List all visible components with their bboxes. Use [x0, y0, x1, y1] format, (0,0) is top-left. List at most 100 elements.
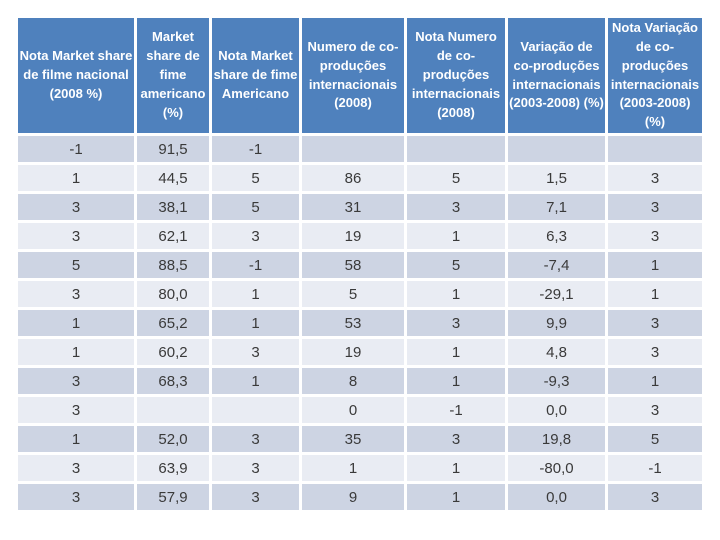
cell-r6-c6: -29,1 — [508, 281, 605, 308]
cell-r2-c2: 44,5 — [137, 165, 209, 192]
cell-r3-c1: 3 — [18, 194, 134, 221]
cell-r6-c5: 1 — [407, 281, 505, 308]
cell-r11-c2: 52,0 — [137, 426, 209, 453]
cell-r12-c1: 3 — [18, 455, 134, 482]
cell-r10-c1: 3 — [18, 397, 134, 424]
cell-r5-c2: 88,5 — [137, 252, 209, 279]
cell-r12-c5: 1 — [407, 455, 505, 482]
cell-r10-c4: 0 — [302, 397, 404, 424]
cell-r1-c2: 91,5 — [137, 136, 209, 163]
cell-r8-c2: 60,2 — [137, 339, 209, 366]
cell-r11-c3: 3 — [212, 426, 299, 453]
cell-r1-c7 — [608, 136, 702, 163]
cell-r4-c5: 1 — [407, 223, 505, 250]
table-row: 1 65,2 1 53 3 9,9 3 — [18, 310, 702, 337]
table-row: 5 88,5 -1 58 5 -7,4 1 — [18, 252, 702, 279]
table-header-row: Nota Market share de filme nacional (200… — [18, 18, 702, 134]
cell-r13-c5: 1 — [407, 484, 505, 511]
cell-r6-c1: 3 — [18, 281, 134, 308]
cell-r3-c3: 5 — [212, 194, 299, 221]
cell-r11-c4: 35 — [302, 426, 404, 453]
cell-r13-c4: 9 — [302, 484, 404, 511]
cell-r8-c7: 3 — [608, 339, 702, 366]
cell-r9-c1: 3 — [18, 368, 134, 395]
cell-r9-c4: 8 — [302, 368, 404, 395]
co-productions-table: Nota Market share de filme nacional (200… — [15, 15, 705, 513]
cell-r4-c2: 62,1 — [137, 223, 209, 250]
cell-r4-c1: 3 — [18, 223, 134, 250]
cell-r3-c5: 3 — [407, 194, 505, 221]
cell-r10-c7: 3 — [608, 397, 702, 424]
cell-r2-c6: 1,5 — [508, 165, 605, 192]
cell-r1-c4 — [302, 136, 404, 163]
column-header-5: Nota Numero de co-produções internaciona… — [407, 18, 505, 134]
table-row: 1 52,0 3 35 3 19,8 5 — [18, 426, 702, 453]
cell-r9-c2: 68,3 — [137, 368, 209, 395]
cell-r7-c7: 3 — [608, 310, 702, 337]
cell-r6-c7: 1 — [608, 281, 702, 308]
column-header-6: Variação de co-produções internacionais … — [508, 18, 605, 134]
cell-r10-c3 — [212, 397, 299, 424]
cell-r3-c2: 38,1 — [137, 194, 209, 221]
cell-r12-c7: -1 — [608, 455, 702, 482]
table-row: 3 38,1 5 31 3 7,1 3 — [18, 194, 702, 221]
cell-r8-c3: 3 — [212, 339, 299, 366]
cell-r4-c3: 3 — [212, 223, 299, 250]
cell-r9-c3: 1 — [212, 368, 299, 395]
table-row: 3 62,1 3 19 1 6,3 3 — [18, 223, 702, 250]
cell-r1-c3: -1 — [212, 136, 299, 163]
cell-r9-c6: -9,3 — [508, 368, 605, 395]
cell-r2-c4: 86 — [302, 165, 404, 192]
cell-r4-c7: 3 — [608, 223, 702, 250]
table-row: 3 80,0 1 5 1 -29,1 1 — [18, 281, 702, 308]
cell-r7-c6: 9,9 — [508, 310, 605, 337]
column-header-4: Numero de co-produções internacionais (2… — [302, 18, 404, 134]
table-row: 3 57,9 3 9 1 0,0 3 — [18, 484, 702, 511]
cell-r5-c3: -1 — [212, 252, 299, 279]
cell-r11-c7: 5 — [608, 426, 702, 453]
cell-r4-c4: 19 — [302, 223, 404, 250]
cell-r6-c4: 5 — [302, 281, 404, 308]
cell-r7-c1: 1 — [18, 310, 134, 337]
cell-r13-c1: 3 — [18, 484, 134, 511]
column-header-1: Nota Market share de filme nacional (200… — [18, 18, 134, 134]
cell-r12-c4: 1 — [302, 455, 404, 482]
cell-r1-c1: -1 — [18, 136, 134, 163]
cell-r12-c2: 63,9 — [137, 455, 209, 482]
cell-r3-c7: 3 — [608, 194, 702, 221]
cell-r11-c1: 1 — [18, 426, 134, 453]
cell-r7-c4: 53 — [302, 310, 404, 337]
cell-r6-c2: 80,0 — [137, 281, 209, 308]
cell-r1-c6 — [508, 136, 605, 163]
cell-r5-c1: 5 — [18, 252, 134, 279]
cell-r11-c6: 19,8 — [508, 426, 605, 453]
cell-r9-c7: 1 — [608, 368, 702, 395]
cell-r13-c6: 0,0 — [508, 484, 605, 511]
cell-r4-c6: 6,3 — [508, 223, 605, 250]
cell-r3-c6: 7,1 — [508, 194, 605, 221]
column-header-3: Nota Market share de fime Americano — [212, 18, 299, 134]
cell-r5-c5: 5 — [407, 252, 505, 279]
table-row: 1 60,2 3 19 1 4,8 3 — [18, 339, 702, 366]
cell-r10-c2 — [137, 397, 209, 424]
cell-r8-c1: 1 — [18, 339, 134, 366]
table-body: -1 91,5 -1 1 44,5 5 86 5 1,5 3 3 38,1 5 31 3 7,1 3 3 62,1 3… — [18, 136, 702, 511]
cell-r5-c4: 58 — [302, 252, 404, 279]
cell-r13-c3: 3 — [212, 484, 299, 511]
table-row: -1 91,5 -1 — [18, 136, 702, 163]
cell-r8-c6: 4,8 — [508, 339, 605, 366]
cell-r8-c5: 1 — [407, 339, 505, 366]
cell-r6-c3: 1 — [212, 281, 299, 308]
cell-r13-c2: 57,9 — [137, 484, 209, 511]
table-row: 1 44,5 5 86 5 1,5 3 — [18, 165, 702, 192]
cell-r2-c3: 5 — [212, 165, 299, 192]
cell-r3-c4: 31 — [302, 194, 404, 221]
column-header-2: Market share de fime americano (%) — [137, 18, 209, 134]
cell-r12-c3: 3 — [212, 455, 299, 482]
table-row: 3 0 -1 0,0 3 — [18, 397, 702, 424]
cell-r2-c1: 1 — [18, 165, 134, 192]
cell-r12-c6: -80,0 — [508, 455, 605, 482]
cell-r8-c4: 19 — [302, 339, 404, 366]
cell-r1-c5 — [407, 136, 505, 163]
